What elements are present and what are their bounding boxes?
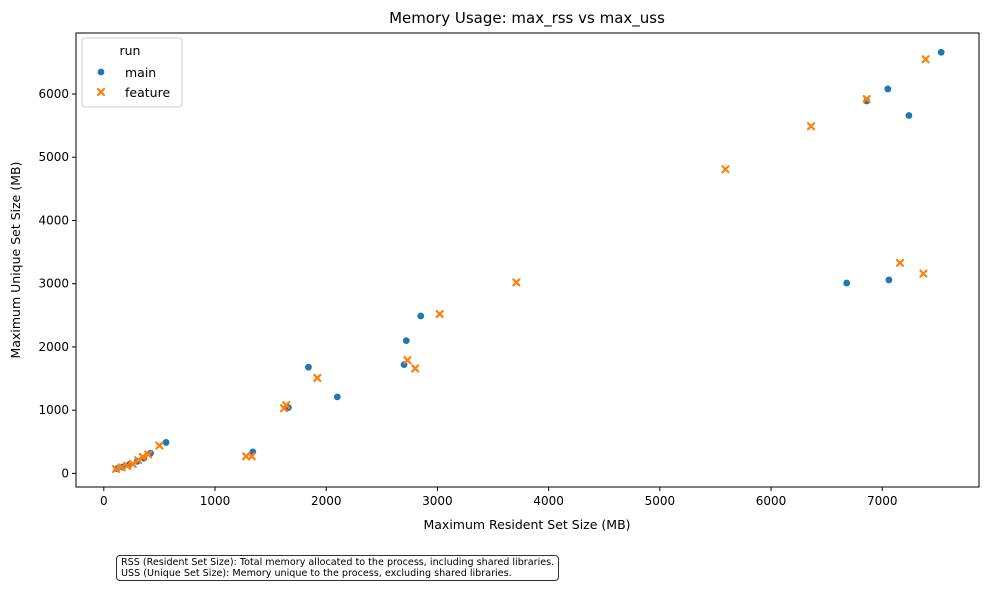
- point-main: [416, 311, 425, 321]
- point-main: [842, 278, 851, 288]
- point-feature: [919, 269, 928, 278]
- note-rss-line: RSS (Resident Set Size): Total memory al…: [121, 557, 555, 568]
- point-feature: [411, 364, 420, 373]
- x-tick-label: 1000: [200, 494, 231, 508]
- plot-area: [111, 48, 946, 474]
- legend-title: run: [120, 43, 141, 58]
- x-tick-label: 3000: [422, 494, 453, 508]
- y-axis: 0 1000 2000 3000 4000 5000 6000: [38, 87, 76, 480]
- y-tick-label: 4000: [38, 213, 69, 227]
- legend-label-main: main: [125, 65, 156, 80]
- note-uss-line: USS (Unique Set Size): Memory unique to …: [121, 568, 512, 579]
- legend-marker-feature: [96, 87, 106, 97]
- definitions-note: RSS (Resident Set Size): Total memory al…: [116, 555, 560, 581]
- x-tick-label: 4000: [533, 494, 564, 508]
- point-feature: [138, 452, 147, 462]
- point-main: [936, 48, 946, 57]
- point-feature: [313, 373, 322, 383]
- point-feature: [247, 452, 256, 461]
- x-tick-label: 7000: [867, 494, 898, 508]
- point-main: [862, 96, 871, 106]
- point-feature: [512, 278, 521, 287]
- point-main: [883, 84, 893, 94]
- x-axis-label: Maximum Resident Set Size (MB): [423, 517, 630, 532]
- point-main: [402, 336, 411, 345]
- point-feature: [435, 309, 444, 319]
- point-feature: [895, 258, 905, 267]
- point-feature: [282, 401, 291, 410]
- point-feature: [155, 441, 164, 450]
- point-feature: [403, 356, 412, 365]
- point-main: [333, 392, 342, 402]
- point-main: [884, 275, 894, 285]
- legend-frame: [81, 37, 183, 108]
- x-tick-label: 5000: [645, 494, 676, 508]
- x-tick-label: 2000: [311, 494, 342, 508]
- y-tick-label: 1000: [38, 403, 69, 417]
- point-main: [304, 362, 313, 372]
- legend-marker-main: [96, 67, 106, 77]
- y-axis-label: Maximum Unique Set Size (MB): [8, 162, 23, 359]
- axes-frame: [75, 32, 980, 488]
- y-tick-label: 0: [61, 466, 69, 480]
- legend-label-feature: feature: [125, 85, 170, 100]
- y-tick-label: 5000: [38, 150, 69, 164]
- point-feature: [128, 459, 137, 469]
- point-main: [904, 111, 914, 120]
- legend: run main feature: [81, 37, 183, 108]
- point-feature: [721, 165, 730, 174]
- x-axis: 0 1000 2000 3000 4000 5000 6000 7000: [100, 487, 898, 508]
- x-tick-label: 6000: [756, 494, 787, 508]
- chart-title: Memory Usage: max_rss vs max_uss: [389, 9, 665, 28]
- point-feature: [242, 452, 251, 461]
- point-feature: [144, 450, 153, 459]
- point-feature: [806, 122, 816, 131]
- point-feature: [862, 94, 871, 104]
- point-feature: [921, 55, 930, 64]
- x-tick-label: 0: [100, 494, 108, 508]
- y-tick-label: 3000: [38, 277, 69, 291]
- y-tick-label: 6000: [38, 87, 69, 101]
- y-tick-label: 2000: [38, 340, 69, 354]
